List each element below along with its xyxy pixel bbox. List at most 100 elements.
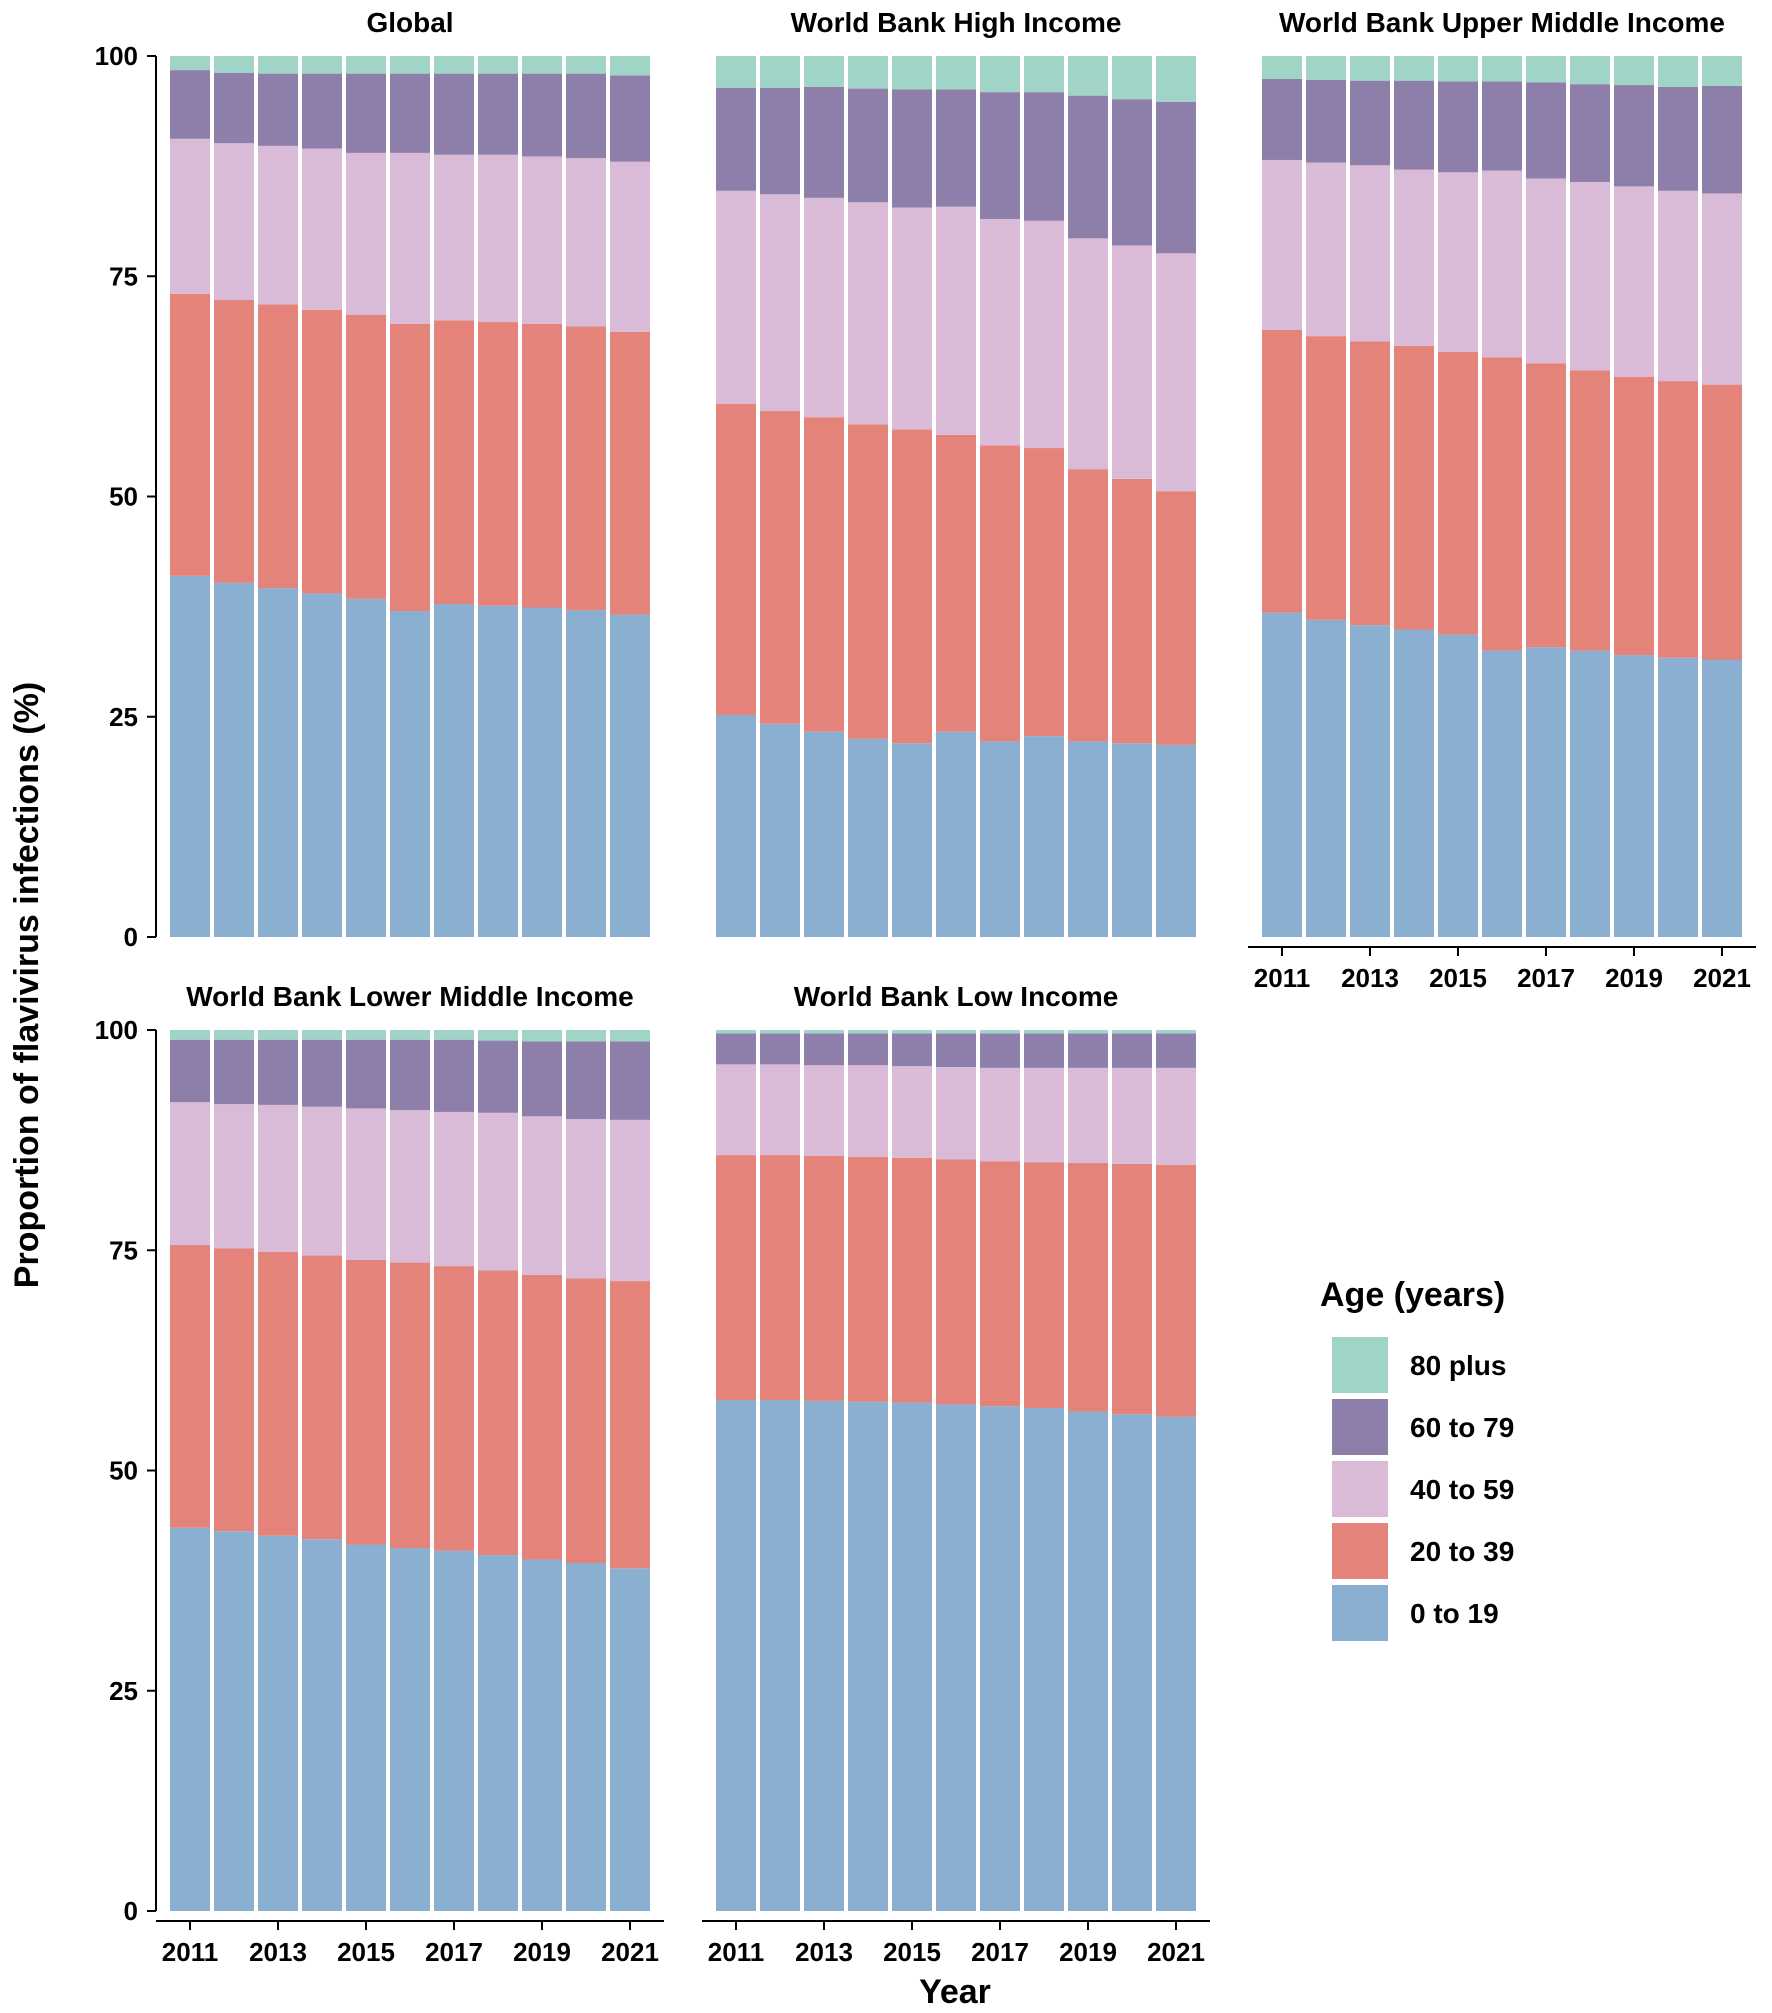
bar-segment-40-to-59-2016 [390,1110,430,1263]
bar-segment-60-to-79-2017 [434,73,474,155]
y-tick-label: 0 [124,1896,138,1926]
legend-swatch-40-to-59 [1332,1461,1388,1517]
bar-segment-20-to-39-2017 [980,445,1020,742]
bar-segment-60-to-79-2016 [1482,81,1522,171]
bar-segment-20-to-39-2017 [434,320,474,604]
bar-segment-20-to-39-2021 [610,1281,650,1569]
panel-3: World Bank Upper Middle Income 2011 2013 20… [1248,7,1756,993]
bar-segment-60-to-79-2015 [346,73,386,153]
bar-segment-80-plus-2016 [936,1030,976,1034]
bar-segment-60-to-79-2019 [1068,1033,1108,1068]
bar-segment-80-plus-2015 [892,1030,932,1034]
bar-segment-80-plus-2013 [258,56,298,74]
bar-segment-60-to-79-2020 [1112,99,1152,246]
x-tick-label: 2021 [601,1937,659,1967]
bar-segment-80-plus-2017 [434,1030,474,1040]
bar-segment-0-to-19-2018 [1024,736,1064,937]
bar-segment-80-plus-2015 [346,1030,386,1040]
y-axis-title: Proportion of flavivirus infections (%) [8,682,46,1288]
bar-segment-80-plus-2021 [1702,56,1742,86]
bar-segment-80-plus-2020 [1112,56,1152,100]
bar-segment-40-to-59-2021 [610,1119,650,1282]
bar-segment-20-to-39-2015 [346,1259,386,1545]
bar-segment-40-to-59-2011 [716,1064,756,1156]
bar-segment-0-to-19-2019 [1068,741,1108,937]
legend-swatch-20-to-39 [1332,1523,1388,1579]
bar-segment-60-to-79-2016 [936,89,976,207]
bar-segment-40-to-59-2018 [1024,1067,1064,1163]
bar-segment-0-to-19-2015 [892,1402,932,1911]
bar-segment-60-to-79-2020 [1658,86,1698,191]
bar-segment-0-to-19-2012 [1306,619,1346,937]
bar-segment-40-to-59-2014 [848,202,888,425]
bar-segment-20-to-39-2021 [1156,491,1196,745]
bar-segment-80-plus-2019 [522,1030,562,1042]
bar-segment-80-plus-2016 [936,56,976,90]
bar-segment-0-to-19-2021 [1156,1416,1196,1911]
bar-segment-0-to-19-2012 [214,582,254,937]
bar-segment-60-to-79-2017 [1526,82,1566,179]
legend-label: 60 to 79 [1410,1412,1514,1443]
bar-segment-20-to-39-2013 [804,1155,844,1401]
bar-segment-60-to-79-2012 [760,1033,800,1065]
bar-segment-60-to-79-2021 [1156,1033,1196,1068]
bar-segment-60-to-79-2021 [610,1041,650,1120]
bar-segment-80-plus-2017 [434,56,474,74]
x-tick-label: 2017 [971,1937,1029,1967]
bar-segment-20-to-39-2016 [390,323,430,612]
bar-segment-60-to-79-2021 [1156,101,1196,254]
bar-segment-60-to-79-2016 [390,1039,430,1111]
bar-segment-20-to-39-2021 [1702,384,1742,660]
bar-segment-80-plus-2018 [1024,1030,1064,1034]
bar-segment-20-to-39-2012 [760,411,800,724]
bar-segment-60-to-79-2018 [1570,84,1610,182]
bar-segment-0-to-19-2021 [1702,659,1742,937]
bar-segment-20-to-39-2016 [936,1159,976,1405]
panel-title: World Bank Upper Middle Income [1279,7,1725,38]
bar-segment-0-to-19-2021 [610,1568,650,1911]
bar-segment-80-plus-2021 [1156,56,1196,102]
bar-segment-20-to-39-2011 [170,293,210,576]
x-tick-label: 2013 [795,1937,853,1967]
bar-segment-60-to-79-2021 [610,75,650,162]
bar-segment-80-plus-2017 [980,1030,1020,1034]
y-tick-label: 100 [95,41,138,71]
bar-segment-60-to-79-2018 [1024,1033,1064,1068]
bar-segment-60-to-79-2013 [258,1039,298,1105]
bar-segment-80-plus-2012 [1306,56,1346,80]
bar-segment-40-to-59-2020 [566,158,606,327]
legend-swatch-60-to-79 [1332,1399,1388,1455]
bar-segment-80-plus-2014 [848,56,888,89]
bar-segment-80-plus-2021 [610,1030,650,1042]
bar-segment-20-to-39-2013 [258,304,298,589]
bar-segment-40-to-59-2015 [1438,172,1478,353]
bar-segment-0-to-19-2017 [1526,647,1566,937]
bar-segment-0-to-19-2011 [716,714,756,937]
bar-segment-60-to-79-2018 [478,1040,518,1113]
bar-segment-60-to-79-2012 [214,1039,254,1105]
y-tick-label: 75 [109,1235,138,1265]
bar-segment-80-plus-2015 [346,56,386,74]
bar-segment-80-plus-2013 [258,1030,298,1040]
bar-segment-40-to-59-2016 [936,206,976,435]
bar-segment-80-plus-2019 [1614,56,1654,86]
bar-segment-60-to-79-2013 [1350,80,1390,166]
legend-label: 80 plus [1410,1350,1506,1381]
x-tick-label: 2019 [1605,963,1663,993]
bar-segment-60-to-79-2014 [848,88,888,203]
x-tick-label: 2011 [1254,963,1310,993]
bar-segment-20-to-39-2020 [1658,381,1698,658]
bar-segment-20-to-39-2012 [214,1248,254,1532]
x-tick-label: 2015 [883,1937,941,1967]
bar-segment-40-to-59-2021 [1156,1067,1196,1165]
bar-segment-20-to-39-2014 [302,309,342,594]
x-tick-label: 2017 [1517,963,1575,993]
y-tick-label: 50 [109,482,138,512]
bar-segment-60-to-79-2021 [1702,85,1742,194]
bar-segment-80-plus-2018 [1570,56,1610,85]
bar-segment-60-to-79-2013 [804,1033,844,1066]
bar-segment-60-to-79-2020 [1112,1033,1152,1068]
bar-segment-20-to-39-2015 [346,315,386,599]
bar-segment-60-to-79-2015 [1438,81,1478,173]
bar-segment-20-to-39-2011 [716,403,756,715]
